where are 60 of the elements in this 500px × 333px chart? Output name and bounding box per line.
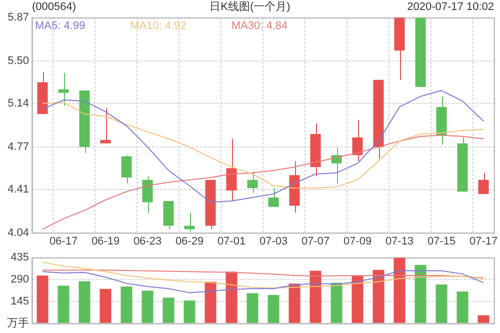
y-tick-label: 4.77 [8,140,29,153]
bar [226,272,238,323]
y-tick-label: 5.87 [8,12,29,24]
bar [436,284,448,323]
x-tick-label: 07-15 [427,235,456,248]
bar [310,270,322,323]
bar [456,291,468,323]
bar [288,284,300,323]
candlestick [184,212,195,232]
y-tick-label: 4.04 [8,226,29,239]
x-tick-label: 07-13 [385,235,414,248]
bar [372,270,384,323]
bar [78,281,90,323]
x-tick-label: 06-29 [175,235,204,248]
y-tick-label: 5.50 [8,55,29,68]
x-tick-label: 07-09 [343,235,372,248]
candlestick [226,138,237,202]
candlestick [352,119,363,162]
y-tick-label: 435 [10,252,29,264]
bar [36,275,48,323]
y-tick-label: 145 [10,296,29,308]
bar [204,282,216,323]
bar [246,293,258,323]
bar [330,282,342,323]
text: 2020-07-17 10:02 [407,0,494,14]
bar [184,300,196,323]
y-tick-label: 290 [10,274,29,286]
x-tick-label: 07-01 [217,235,246,248]
candlestick [268,188,279,208]
bar [142,290,154,323]
candlestick [331,148,342,184]
x-tick-label: 06-19 [91,235,120,248]
candlestick [247,171,258,194]
bar [394,258,406,323]
candlestick [478,172,489,194]
x-tick-label: 06-17 [49,235,78,248]
bar [120,286,132,323]
candlestick [58,72,69,106]
y-tick-label: 4.41 [8,183,29,196]
bar [478,315,490,323]
chart-title: (000564) [32,0,76,14]
bar [162,298,174,323]
candlestick [121,154,132,184]
bar [352,276,364,323]
bar [414,264,426,323]
x-tick-label: 07-07 [301,235,330,248]
bar [58,286,70,323]
chart-subtitle: 日K线图(一个月) [210,1,290,13]
text: MA5: 4.99 [35,20,86,32]
candlestick [100,108,111,144]
text: MA30: 4.84 [231,20,288,32]
bar [100,288,112,323]
y-tick-label: 5.14 [8,97,29,110]
x-tick-label: 07-17 [469,235,498,248]
y-tick-label: 万手 [7,316,29,330]
bar [268,294,280,323]
text: MA10: 4.92 [130,20,186,32]
x-tick-label: 06-23 [133,235,162,248]
candlestick [142,176,153,214]
x-tick-label: 07-03 [259,235,288,248]
